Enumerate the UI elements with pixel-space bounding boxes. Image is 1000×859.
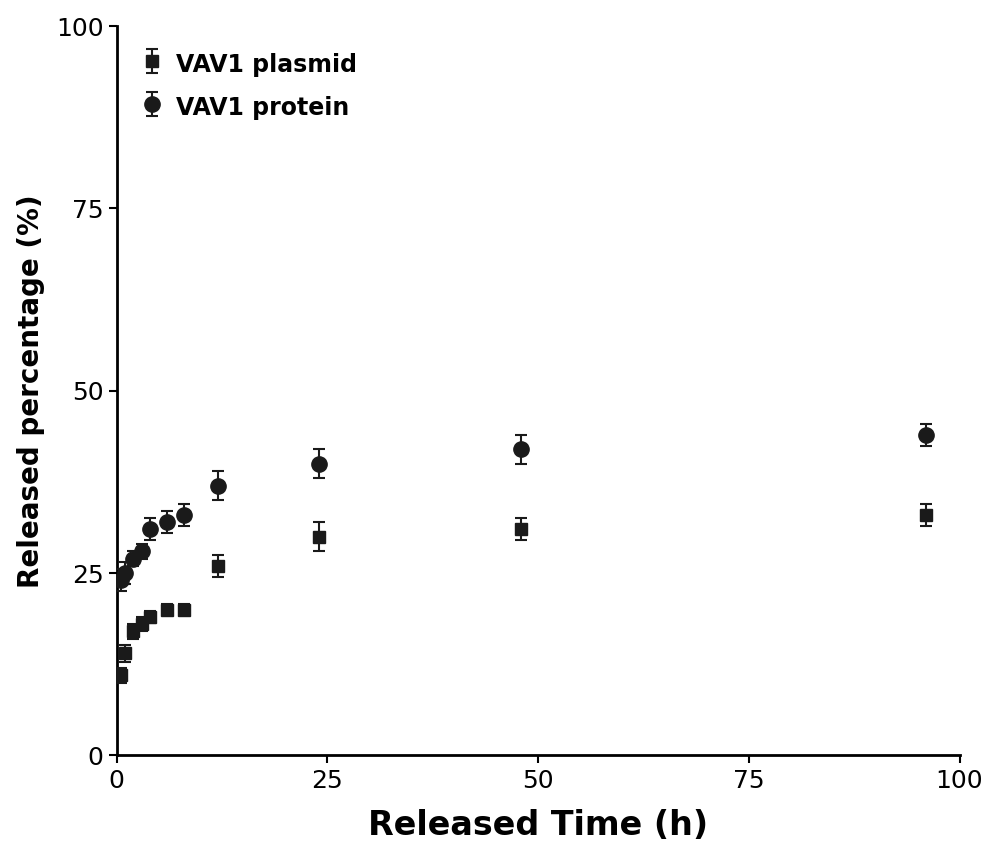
- Legend: VAV1 plasmid, VAV1 protein: VAV1 plasmid, VAV1 protein: [128, 38, 368, 133]
- Y-axis label: Released percentage (%): Released percentage (%): [17, 194, 45, 588]
- X-axis label: Released Time (h): Released Time (h): [368, 809, 708, 843]
